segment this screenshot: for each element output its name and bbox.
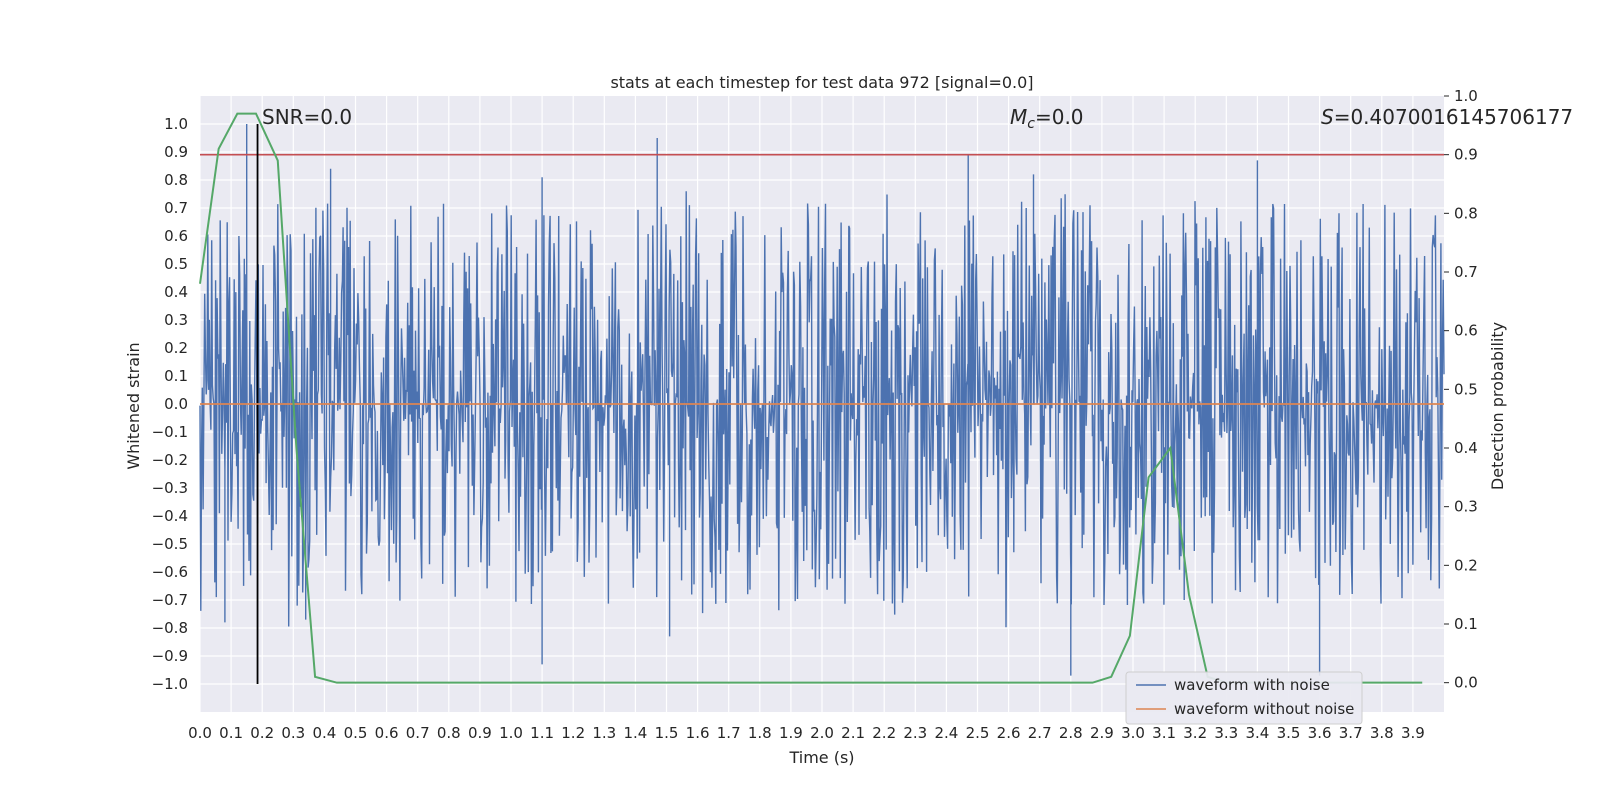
x-tick-label: 0.6 [375,724,399,742]
x-tick-label: 2.0 [810,724,834,742]
y-tick-label-left: −0.9 [152,647,188,665]
x-tick-label: 1.1 [530,724,554,742]
y-tick-label-left: 0.0 [164,395,188,413]
snr-annotation: SNR=0.0 [262,105,352,129]
y-tick-label-right: 0.9 [1454,146,1478,164]
y-tick-label-left: −0.1 [152,423,188,441]
x-tick-label: 2.3 [903,724,927,742]
y-tick-label-left: 0.6 [164,227,188,245]
y-tick-label-right: 0.4 [1454,439,1478,457]
x-tick-label: 3.0 [1121,724,1145,742]
s-symbol: S [1321,105,1334,129]
y-tick-label-right: 1.0 [1454,87,1478,105]
chart-title: stats at each timestep for test data 972… [610,73,1033,92]
y-tick-label-left: −0.3 [152,479,188,497]
x-tick-label: 0.1 [219,724,243,742]
x-tick-label: 3.4 [1245,724,1269,742]
y-tick-label-left: −0.5 [152,535,188,553]
x-tick-label: 0.5 [344,724,368,742]
y-tick-label-left: 0.4 [164,283,188,301]
x-tick-label: 3.5 [1277,724,1301,742]
x-tick-label: 3.7 [1339,724,1363,742]
y-tick-label-left: 0.1 [164,367,188,385]
y-tick-label-left: −0.6 [152,563,188,581]
mc-value: =0.0 [1035,105,1084,129]
y-tick-label-left: 0.3 [164,311,188,329]
y-tick-label-left: 0.9 [164,143,188,161]
x-tick-label: 1.0 [499,724,523,742]
y-axis-label-right: Detection probability [1488,322,1507,490]
y-tick-label-left: −0.7 [152,591,188,609]
y-tick-label-left: 0.2 [164,339,188,357]
x-tick-label: 0.7 [406,724,430,742]
x-tick-label: 0.2 [250,724,274,742]
noise-waveform-path [199,124,1445,676]
legend: waveform with noise waveform without noi… [1125,671,1363,725]
y-tick-label-right: 0.2 [1454,556,1478,574]
y-tick-label-left: 0.8 [164,171,188,189]
x-tick-label: 2.8 [1059,724,1083,742]
y-tick-label-left: −1.0 [152,675,188,693]
x-tick-label: 1.9 [779,724,803,742]
x-tick-label: 3.2 [1183,724,1207,742]
s-value: =0.4070016145706177 [1334,105,1573,129]
y-tick-label-left: −0.2 [152,451,188,469]
x-tick-label: 1.5 [655,724,679,742]
x-tick-label: 0.9 [468,724,492,742]
y-tick-label-right: 0.6 [1454,322,1478,340]
x-tick-label: 2.9 [1090,724,1114,742]
y-tick-label-right: 0.7 [1454,263,1478,281]
y-tick-label-right: 0.5 [1454,380,1478,398]
x-tick-label: 2.2 [872,724,896,742]
x-tick-label: 1.3 [592,724,616,742]
x-tick-label: 1.8 [748,724,772,742]
x-tick-label: 2.4 [934,724,958,742]
mc-subscript: c [1027,116,1035,132]
x-tick-label: 3.3 [1214,724,1238,742]
x-axis-label: Time (s) [788,748,854,767]
x-tick-label: 3.6 [1308,724,1332,742]
mc-symbol: M [1010,105,1027,129]
y-tick-label-left: −0.8 [152,619,188,637]
x-tick-label: 3.8 [1370,724,1394,742]
y-axis-label-left: Whitened strain [124,342,143,469]
x-tick-label: 1.2 [561,724,585,742]
y-tick-label-left: 1.0 [164,115,188,133]
x-tick-label: 2.7 [1028,724,1052,742]
series-waveform-with-noise [199,124,1445,676]
x-tick-label: 1.6 [686,724,710,742]
x-tick-label: 1.7 [717,724,741,742]
x-tick-label: 0.0 [188,724,212,742]
legend-label-clean: waveform without noise [1174,700,1354,718]
x-tick-label: 2.5 [966,724,990,742]
y-tick-label-right: 0.0 [1454,674,1478,692]
x-tick-label: 2.6 [997,724,1021,742]
legend-box [1125,671,1363,725]
y-tick-label-right: 0.1 [1454,615,1478,633]
tick-labels: 0.0 0.1 0.2 0.3 0.4 0.5 0.6 0.7 0.8 0.9 1.0 1.1 1.2 1… [152,87,1478,742]
s-annotation: S=0.4070016145706177 [1321,105,1573,129]
mc-annotation: Mc=0.0 [1010,105,1084,132]
x-tick-label: 0.4 [312,724,336,742]
y-tick-label-right: 0.3 [1454,498,1478,516]
y-tick-label-left: 0.7 [164,199,188,217]
y-tick-label-left: 0.5 [164,255,188,273]
x-tick-label: 2.1 [841,724,865,742]
x-tick-label: 3.9 [1401,724,1425,742]
y-tick-label-left: −0.4 [152,507,188,525]
x-tick-label: 0.3 [281,724,305,742]
y-tick-label-right: 0.8 [1454,204,1478,222]
x-tick-label: 0.8 [437,724,461,742]
legend-label-noise: waveform with noise [1174,676,1330,694]
x-tick-label: 3.1 [1152,724,1176,742]
x-tick-label: 1.4 [623,724,647,742]
